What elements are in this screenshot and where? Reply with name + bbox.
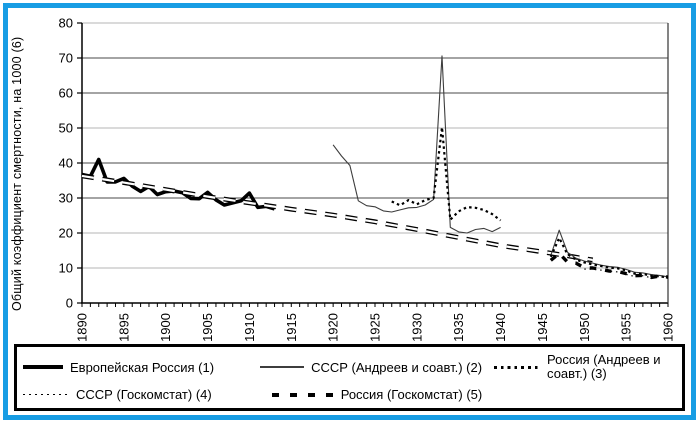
legend-label-russia-goskomstat: Россия (Госкомстат) (5)	[340, 387, 483, 402]
legend-row-1: Европейская Россия (1) СССР (Андреев и с…	[23, 351, 678, 382]
legend-label-ussr-goskomstat: СССР (Госкомстат) (4)	[76, 387, 212, 402]
x-tick-label: 1935	[451, 313, 466, 342]
y-tick-label: 0	[66, 296, 73, 311]
plot-area: 0 10 20 30 40 50 60 70 80 1890 1895 1900 1905 1910 191…	[59, 16, 676, 342]
y-tick-label: 40	[59, 156, 73, 171]
legend-item-european-russia: Европейская Россия (1)	[23, 360, 214, 375]
x-tick-label: 1895	[116, 313, 131, 342]
screenshot-frame: Общий коэффициент смертности, на 1000 (6…	[3, 3, 696, 420]
bold-dotted-line-swatch	[494, 366, 541, 369]
series-trend-line-6-core	[81, 174, 593, 261]
legend-label-russia-andreev: Россия (Андреев и соавт.) (3)	[547, 351, 661, 382]
thick-dash-marks-swatch	[271, 392, 334, 397]
x-tick-label: 1915	[284, 313, 299, 342]
y-tick-label: 20	[59, 226, 73, 241]
legend-label-european-russia: Европейская Россия (1)	[70, 359, 215, 375]
series-russia-goskomstat	[549, 251, 669, 280]
thick-solid-line-swatch	[23, 365, 63, 370]
series-ussr-andreev-seg1	[332, 55, 501, 234]
legend-item-ussr-goskomstat: СССР (Госкомстат) (4)	[23, 387, 212, 402]
y-tick-label: 70	[59, 51, 73, 66]
x-tick-label: 1960	[661, 313, 676, 342]
legend-item-russia-goskomstat: Россия (Госкомстат) (5)	[212, 387, 483, 402]
x-tick-label: 1910	[242, 313, 257, 342]
legend-row-2: СССР (Госкомстат) (4) Россия (Госкомстат…	[23, 387, 678, 402]
y-tick-label: 10	[59, 261, 73, 276]
x-tick-label: 1930	[409, 313, 424, 342]
legend: Европейская Россия (1) СССР (Андреев и с…	[14, 343, 685, 411]
x-tick-label: 1920	[326, 313, 341, 342]
thin-solid-line-swatch	[260, 366, 305, 369]
y-tick-label: 30	[59, 191, 73, 206]
x-tick-label: 1890	[75, 313, 90, 342]
legend-item-russia-andreev: Россия (Андреев и соавт.) (3)	[482, 351, 671, 382]
x-tick-label: 1900	[158, 313, 173, 342]
legend-label-ussr-andreev: СССР (Андреев и соавт.) (2)	[311, 359, 483, 375]
x-tick-label: 1905	[200, 313, 215, 342]
series-european-russia	[81, 157, 276, 211]
y-tick-label: 50	[59, 121, 73, 136]
x-tick-label: 1955	[619, 313, 634, 342]
x-tick-label: 1925	[368, 313, 383, 342]
y-tick-label: 60	[59, 86, 73, 101]
series-ussr-andreev-seg2	[550, 229, 669, 278]
series-russia-andreev-seg1	[391, 126, 502, 222]
x-tick-label: 1945	[535, 313, 550, 342]
x-tick-label: 1940	[493, 313, 508, 342]
x-tick-label: 1950	[577, 313, 592, 342]
y-tick-label: 80	[59, 16, 73, 31]
legend-item-ussr-andreev: СССР (Андреев и соавт.) (2)	[214, 360, 482, 375]
series-russia-andreev-seg2	[549, 236, 669, 279]
fine-dotted-line-swatch	[23, 393, 69, 396]
